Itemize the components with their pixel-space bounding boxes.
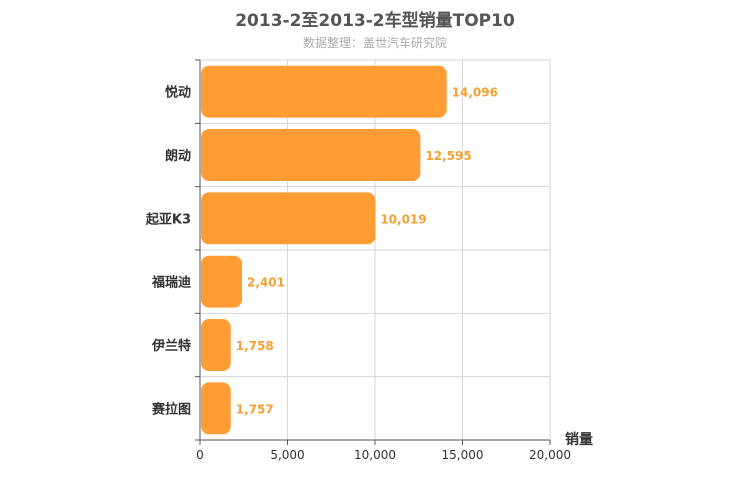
bar-0 [201, 65, 447, 118]
axes [195, 59, 551, 445]
category-label: 赛拉图 [151, 401, 191, 417]
bar-4 [201, 319, 231, 371]
category-label: 起亚K3 [145, 211, 191, 227]
bar-3 [201, 255, 243, 308]
chart-title: 2013-2至2013-2车型销量TOP10 [235, 11, 515, 31]
bar-2 [201, 192, 376, 245]
x-tick-label: 10,000 [354, 448, 396, 462]
x-axis-title: 销量 [565, 431, 593, 448]
data-label: 10,019 [380, 212, 426, 226]
bar-1 [201, 129, 421, 181]
data-label: 2,401 [247, 276, 285, 290]
data-label: 1,757 [236, 402, 274, 416]
bars [201, 65, 447, 435]
x-tick-label: 5,000 [270, 448, 304, 462]
data-label: 14,096 [452, 86, 498, 100]
category-label: 朗动 [165, 148, 191, 164]
data-label: 12,595 [425, 149, 471, 163]
x-tick-label: 15,000 [442, 448, 484, 462]
category-label: 伊兰特 [151, 338, 191, 354]
chart-subtitle: 数据整理：盖世汽车研究院 [302, 36, 447, 50]
category-label: 悦动 [165, 85, 191, 101]
data-label: 1,758 [236, 339, 274, 353]
labels: 悦动 14,096 朗动 12,595 起亚K3 10,019 福瑞迪 2,401 伊兰特 1,7… [145, 85, 593, 462]
x-tick-label: 0 [196, 448, 204, 462]
x-tick-label: 20,000 [529, 448, 571, 462]
category-label: 福瑞迪 [151, 275, 191, 291]
bar-5 [201, 382, 231, 435]
